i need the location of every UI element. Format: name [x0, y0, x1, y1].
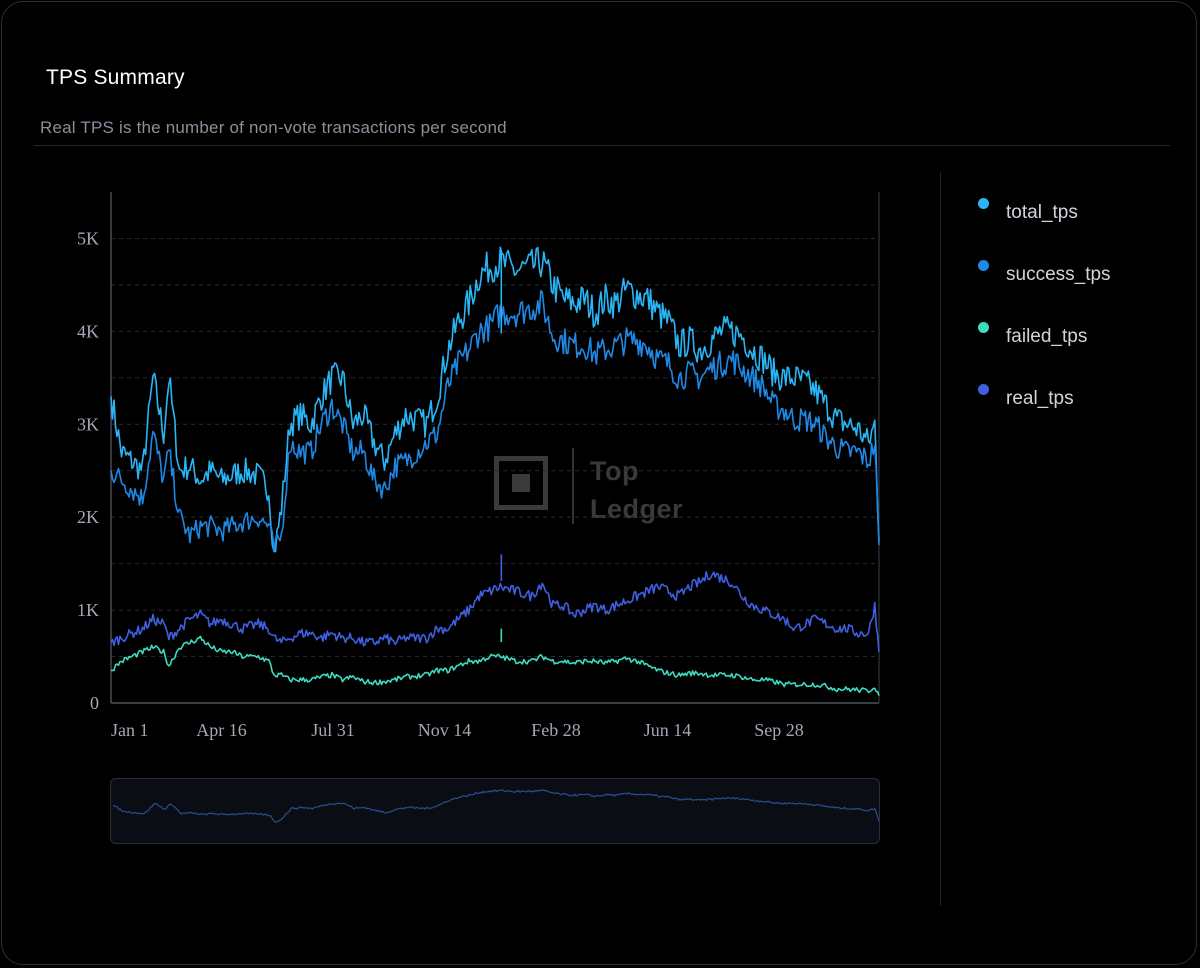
series-line-real_tps: [110, 570, 880, 652]
legend-dot-icon: [978, 384, 989, 395]
legend-label: failed_tps: [1006, 326, 1088, 347]
series-line-failed_tps: [110, 635, 880, 696]
y-tick-label: 4K: [77, 321, 99, 341]
x-tick-label: Feb 28: [531, 720, 581, 740]
watermark-line1: Top: [590, 456, 639, 486]
watermark-logo: Top Ledger: [494, 448, 704, 526]
watermark-logo-icon: [494, 456, 548, 510]
legend-divider: [940, 172, 941, 906]
y-tick-label: 2K: [77, 507, 99, 527]
x-tick-label: Nov 14: [418, 720, 472, 740]
x-tick-label: Sep 28: [754, 720, 804, 740]
legend-label: total_tps: [1006, 202, 1078, 223]
watermark-separator: [572, 448, 574, 524]
x-tick-label: Jun 14: [644, 720, 692, 740]
watermark-line2: Ledger: [590, 494, 684, 524]
watermark-text: Top Ledger: [590, 452, 683, 528]
legend-dot-icon: [978, 322, 989, 333]
series-line-total_tps: [110, 246, 880, 553]
legend-label: real_tps: [1006, 388, 1074, 409]
navigator-series-line: [112, 789, 879, 823]
y-tick-label: 3K: [77, 414, 99, 434]
x-tick-label: Jul 31: [311, 720, 355, 740]
legend-dot-icon: [978, 198, 989, 209]
series-line-success_tps: [110, 289, 880, 552]
y-tick-label: 1K: [77, 600, 99, 620]
header-divider: [34, 145, 1170, 146]
navigator-mini-chart: [112, 789, 879, 823]
x-tick-label: Jan 1: [111, 720, 149, 740]
y-tick-label: 5K: [77, 228, 99, 248]
card-subtitle: Real TPS is the number of non-vote trans…: [40, 118, 507, 137]
legend-label: success_tps: [1006, 264, 1111, 285]
range-navigator[interactable]: [110, 778, 880, 844]
card-title: TPS Summary: [46, 66, 185, 89]
x-tick-label: Apr 16: [196, 720, 247, 740]
legend-dot-icon: [978, 260, 989, 271]
y-tick-label: 0: [90, 693, 99, 713]
